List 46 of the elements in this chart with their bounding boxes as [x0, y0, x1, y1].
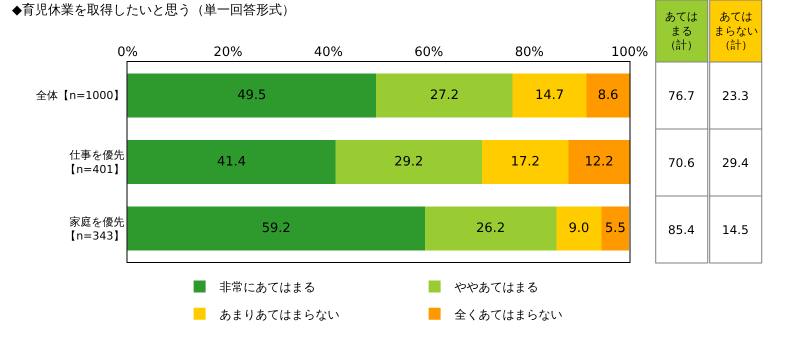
legend-label: 非常にあてはまる	[220, 280, 316, 294]
data-label: 5.5	[605, 221, 626, 236]
x-tick-label: 40%	[314, 44, 343, 60]
x-tick-label: 20%	[214, 44, 242, 60]
bar	[482, 140, 568, 184]
bar	[512, 73, 587, 118]
bar	[128, 206, 425, 251]
data-label: 12.2	[584, 154, 614, 170]
bar	[335, 140, 482, 184]
bar	[556, 206, 602, 251]
text: 23.3	[722, 89, 749, 103]
data-label: 59.2	[262, 221, 291, 236]
data-label: 27.2	[430, 88, 459, 103]
text: 70.6	[668, 156, 695, 170]
text: あてはまらない（計）	[714, 10, 758, 52]
data-label: 17.2	[510, 154, 540, 170]
data-label: 26.2	[476, 221, 506, 236]
x-tick-label: 100%	[611, 44, 648, 60]
legend-label: あまりあてはまらない	[220, 307, 340, 322]
y-tick-label: 全体【n=1000】	[36, 89, 124, 102]
bar	[424, 206, 556, 251]
data-label: 9.0	[568, 221, 590, 236]
bar	[602, 206, 630, 251]
y-tick-label: 仕事を優先【n=401】	[65, 148, 124, 176]
bar	[568, 140, 630, 184]
x-tick-label: 60%	[414, 44, 444, 60]
text: 85.4	[668, 223, 695, 237]
bar	[586, 73, 630, 118]
legend-label: ややあてはまる	[454, 280, 539, 294]
legend-label: 全くあてはまらない	[454, 307, 563, 322]
data-label: 41.4	[217, 154, 246, 170]
x-tick-label: 80%	[514, 44, 544, 60]
text: 14.5	[722, 223, 749, 237]
x-tick-label: 0%	[117, 44, 138, 60]
data-label: 14.7	[535, 88, 564, 103]
bar	[376, 73, 513, 118]
text: 76.7	[668, 89, 695, 103]
y-tick-label: 家庭を優先【n=343】	[65, 215, 124, 243]
data-label: 8.6	[598, 88, 618, 103]
bar	[128, 73, 376, 118]
bar	[128, 140, 336, 184]
text: あてはまる（計）	[665, 10, 698, 52]
data-label: 29.2	[394, 154, 424, 170]
chart-title: ◆育児休業を取得したいと思う（単一回答形式）	[12, 2, 295, 18]
data-label: 49.5	[237, 88, 266, 103]
text: 29.4	[722, 156, 749, 170]
